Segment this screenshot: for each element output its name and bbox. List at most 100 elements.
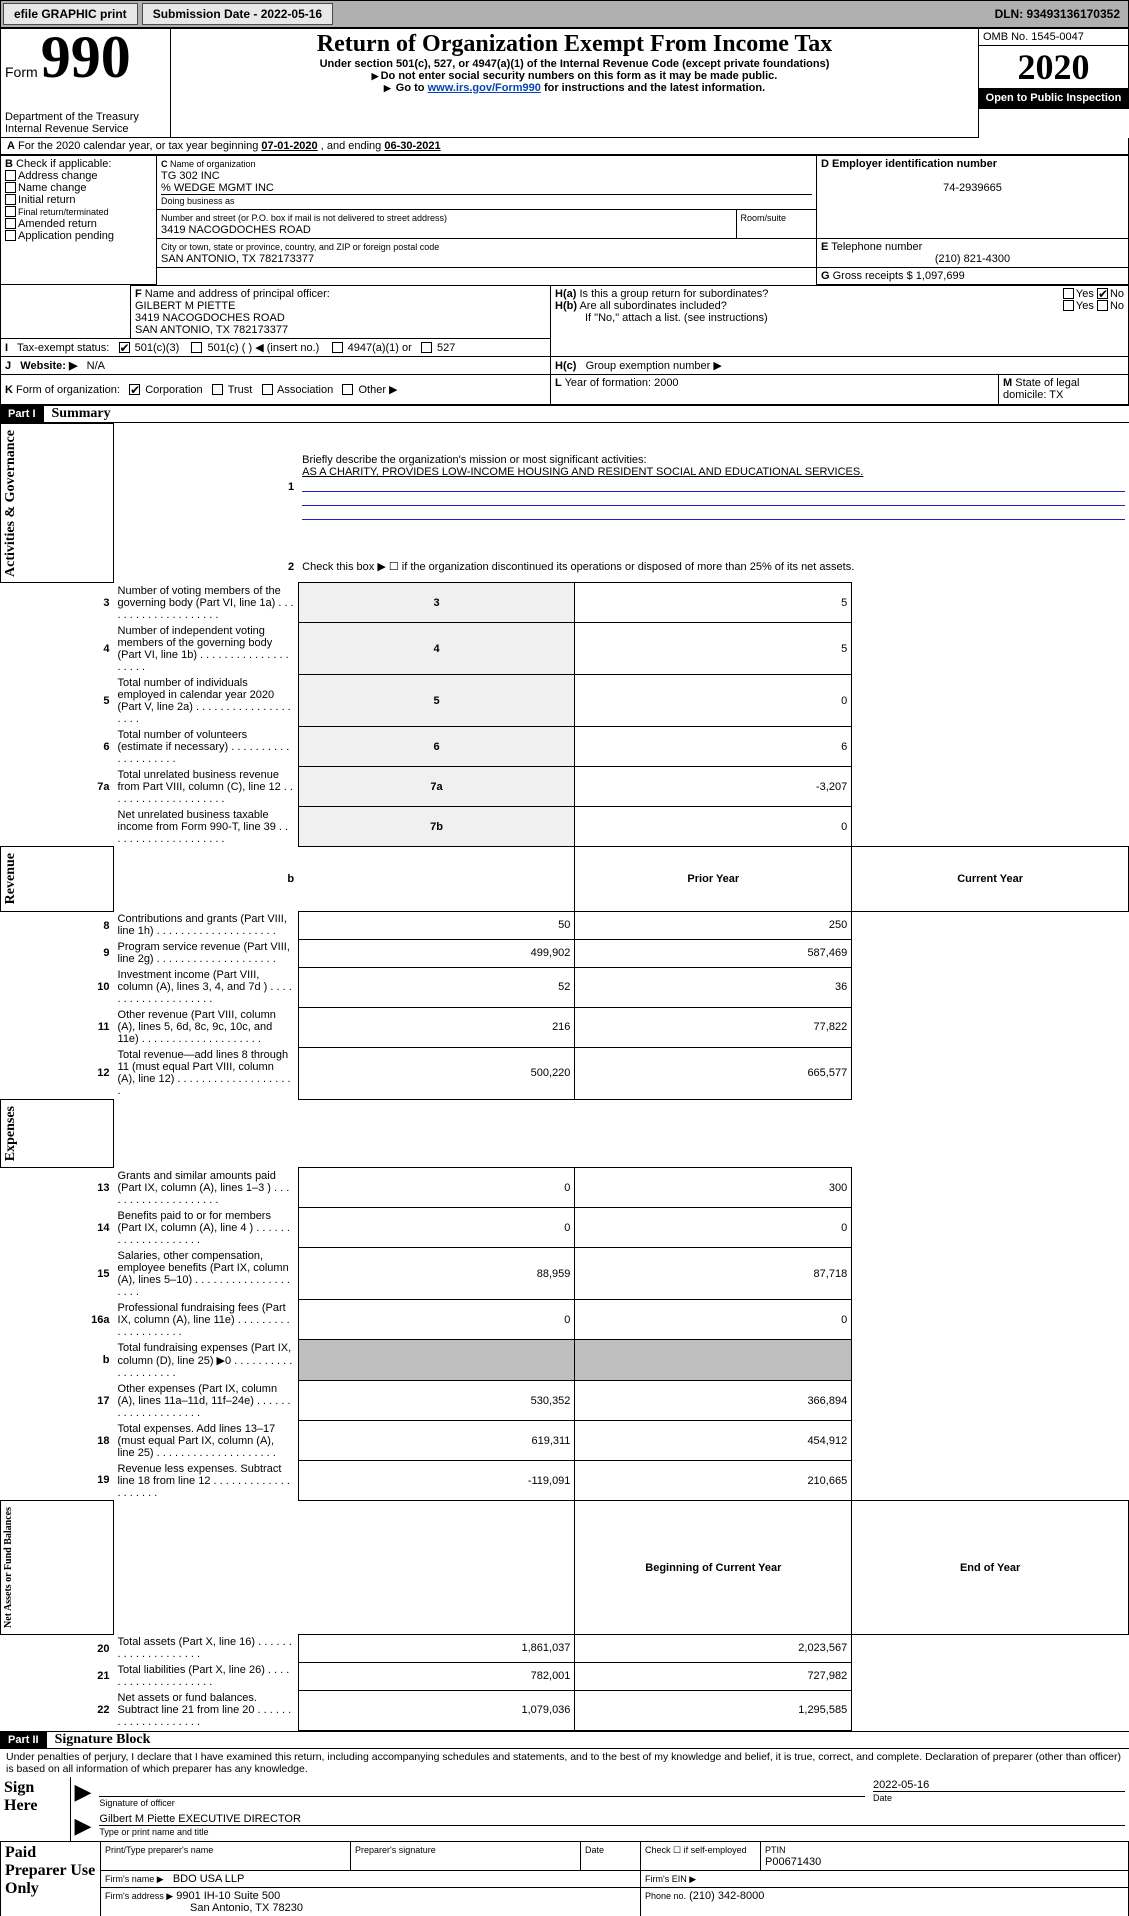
paid-preparer-block: Paid Preparer Use Only Print/Type prepar…: [0, 1841, 1129, 1916]
firm-name: BDO USA LLP: [173, 1873, 245, 1885]
officer-addr1: 3419 NACOGDOCHES ROAD: [135, 312, 285, 324]
initial-return-checkbox[interactable]: [5, 194, 16, 205]
final-return-checkbox[interactable]: [5, 206, 16, 217]
tax-exempt-label: Tax-exempt status:: [17, 342, 109, 354]
curr-val: 210,665: [575, 1461, 852, 1501]
ptin-value: P00671430: [765, 1856, 821, 1868]
officer-block: F Name and address of principal officer:…: [0, 285, 1129, 405]
form-word: Form: [5, 64, 38, 80]
curr-val: 2,023,567: [575, 1634, 852, 1662]
top-bar: efile GRAPHIC print Submission Date - 20…: [0, 0, 1129, 28]
line-text: Other expenses (Part IX, column (A), lin…: [114, 1381, 299, 1421]
amended-return-checkbox[interactable]: [5, 218, 16, 229]
phone-label: Telephone number: [831, 241, 922, 253]
sig-date: 2022-05-16: [873, 1779, 1125, 1792]
year-formation-value: 2000: [654, 377, 678, 389]
address-change-checkbox[interactable]: [5, 170, 16, 181]
line-text: Other revenue (Part VIII, column (A), li…: [114, 1007, 299, 1047]
curr-val: 727,982: [575, 1662, 852, 1690]
public-inspection-badge: Open to Public Inspection: [979, 88, 1128, 108]
paid-preparer-label: Paid Preparer Use Only: [5, 1844, 95, 1897]
sign-here-label: Sign Here: [4, 1779, 37, 1814]
firm-phone-label: Phone no.: [645, 1891, 686, 1901]
part2-header: Part II Signature Block: [0, 1731, 1129, 1749]
501c-checkbox[interactable]: [191, 342, 202, 353]
gross-receipts-label: Gross receipts $: [833, 270, 913, 282]
dept-treasury: Department of the Treasury Internal Reve…: [1, 109, 171, 138]
prior-val: 0: [298, 1208, 575, 1248]
line-text: Investment income (Part VIII, column (A)…: [114, 967, 299, 1007]
year-formation-label: Year of formation:: [565, 377, 651, 389]
prior-val: 782,001: [298, 1662, 575, 1690]
instructions-link[interactable]: www.irs.gov/Form990: [428, 82, 541, 94]
sig-date-label: Date: [873, 1793, 892, 1803]
efile-print-button[interactable]: efile GRAPHIC print: [3, 3, 138, 25]
line-text: Revenue less expenses. Subtract line 18 …: [114, 1461, 299, 1501]
curr-val: 587,469: [575, 939, 852, 967]
line-text: Total assets (Part X, line 16): [114, 1634, 299, 1662]
arrow-icon: [372, 70, 381, 82]
prior-val: 216: [298, 1007, 575, 1047]
subtitle-3-post: for instructions and the latest informat…: [544, 82, 765, 94]
prior-val: 499,902: [298, 939, 575, 967]
firm-addr-label: Firm's address ▶: [105, 1891, 173, 1901]
name-change-checkbox[interactable]: [5, 182, 16, 193]
line-text: Number of voting members of the governin…: [114, 583, 299, 623]
hdr-current-year: Current Year: [957, 873, 1023, 885]
state-domicile-label: State of legal domicile:: [1003, 377, 1079, 401]
submission-date-label: Submission Date -: [153, 7, 261, 21]
line-text: Program service revenue (Part VIII, line…: [114, 939, 299, 967]
officer-addr2: SAN ANTONIO, TX 782173377: [135, 324, 288, 336]
ein-label: Employer identification number: [832, 158, 997, 170]
firm-addr2: San Antonio, TX 78230: [105, 1902, 303, 1914]
entity-block: B Check if applicable: Address change Na…: [0, 155, 1129, 285]
officer-name: GILBERT M PIETTE: [135, 300, 235, 312]
association-checkbox[interactable]: [262, 384, 273, 395]
line-text: Benefits paid to or for members (Part IX…: [114, 1208, 299, 1248]
line-text: Net unrelated business taxable income fr…: [114, 807, 299, 847]
subtitle-3-pre: Go to: [396, 82, 428, 94]
4947-checkbox[interactable]: [332, 342, 343, 353]
line-num: 5: [298, 675, 575, 727]
501c3-checkbox[interactable]: [119, 342, 130, 353]
prior-val: 500,220: [298, 1047, 575, 1099]
527-checkbox[interactable]: [421, 342, 432, 353]
ein-value: 74-2939665: [821, 182, 1124, 194]
prior-val: 0: [298, 1300, 575, 1340]
tax-year: 2020: [1018, 47, 1090, 87]
line-val: 0: [575, 807, 852, 847]
street-address: 3419 NACOGDOCHES ROAD: [161, 224, 311, 236]
line-val: 6: [575, 727, 852, 767]
line-num: 6: [298, 727, 575, 767]
trust-checkbox[interactable]: [212, 384, 223, 395]
prior-val: 50: [298, 911, 575, 939]
ha-yes-checkbox[interactable]: [1063, 288, 1074, 299]
application-pending-checkbox[interactable]: [5, 230, 16, 241]
other-checkbox[interactable]: [342, 384, 353, 395]
line-text: Total revenue—add lines 8 through 11 (mu…: [114, 1047, 299, 1099]
curr-val: 36: [575, 967, 852, 1007]
ha-no-checkbox[interactable]: [1097, 288, 1108, 299]
dba-label: Doing business as: [161, 196, 235, 206]
curr-val: 665,577: [575, 1047, 852, 1099]
hb-no-checkbox[interactable]: [1097, 300, 1108, 311]
part1-title: Summary: [44, 406, 111, 422]
submission-date-button[interactable]: Submission Date - 2022-05-16: [142, 3, 333, 25]
preparer-sig-label: Preparer's signature: [355, 1845, 436, 1855]
period-end: 06-30-2021: [384, 140, 440, 152]
hb-label: Are all subordinates included?: [579, 300, 726, 312]
ptin-label: PTIN: [765, 1845, 786, 1855]
hb-yes-checkbox[interactable]: [1063, 300, 1074, 311]
line-text: Contributions and grants (Part VIII, lin…: [114, 911, 299, 939]
officer-printed-name: Gilbert M Piette EXECUTIVE DIRECTOR: [99, 1813, 1125, 1826]
phone-value: (210) 821-4300: [821, 253, 1124, 265]
side-activities: Activities & Governance: [1, 424, 21, 583]
line-text: Total expenses. Add lines 13–17 (must eq…: [114, 1421, 299, 1461]
line-text: Total unrelated business revenue from Pa…: [114, 767, 299, 807]
line-val: 0: [575, 675, 852, 727]
line-val: -3,207: [575, 767, 852, 807]
prior-val: 1,079,036: [298, 1690, 575, 1730]
form-org-label: Form of organization:: [16, 384, 120, 396]
subtitle-1: Under section 501(c), 527, or 4947(a)(1)…: [175, 58, 974, 70]
corporation-checkbox[interactable]: [129, 384, 140, 395]
